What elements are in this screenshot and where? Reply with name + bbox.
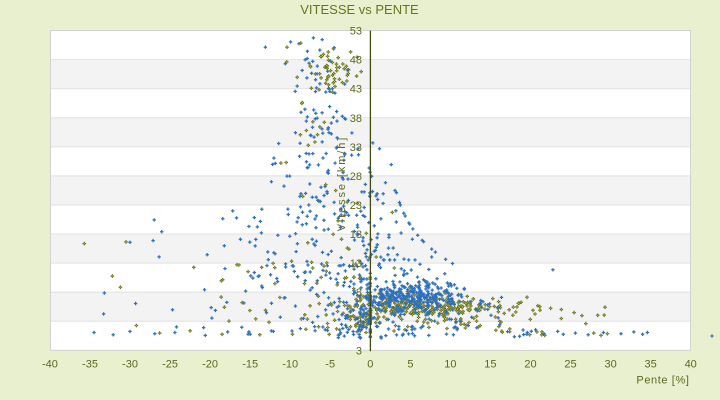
svg-text:-25: -25	[162, 359, 178, 371]
svg-text:Vitesse [km/h]: Vitesse [km/h]	[336, 136, 348, 231]
svg-text:28: 28	[350, 171, 362, 183]
svg-text:25: 25	[564, 359, 576, 371]
svg-text:30: 30	[604, 359, 616, 371]
svg-text:23: 23	[350, 200, 362, 212]
svg-text:Pente [%]: Pente [%]	[636, 374, 689, 386]
svg-text:8: 8	[356, 287, 362, 299]
svg-text:38: 38	[350, 113, 362, 125]
svg-text:40: 40	[685, 359, 697, 371]
svg-text:VITESSE vs PENTE: VITESSE vs PENTE	[300, 2, 419, 17]
svg-text:33: 33	[350, 142, 362, 154]
svg-text:18: 18	[350, 229, 362, 241]
svg-text:0: 0	[367, 359, 373, 371]
svg-text:53: 53	[350, 26, 362, 38]
svg-text:-40: -40	[42, 359, 58, 371]
svg-text:3: 3	[356, 316, 362, 328]
svg-text:-20: -20	[202, 359, 218, 371]
svg-text:15: 15	[484, 359, 496, 371]
svg-text:20: 20	[524, 359, 536, 371]
svg-text:3: 3	[356, 345, 362, 357]
svg-text:43: 43	[350, 84, 362, 96]
svg-text:-5: -5	[325, 359, 335, 371]
svg-text:10: 10	[444, 359, 456, 371]
svg-text:35: 35	[644, 359, 656, 371]
svg-text:13: 13	[350, 258, 362, 270]
svg-text:-10: -10	[282, 359, 298, 371]
svg-text:-35: -35	[82, 359, 98, 371]
svg-text:5: 5	[407, 359, 413, 371]
svg-text:-15: -15	[242, 359, 258, 371]
svg-text:48: 48	[350, 55, 362, 67]
svg-text:-30: -30	[122, 359, 138, 371]
